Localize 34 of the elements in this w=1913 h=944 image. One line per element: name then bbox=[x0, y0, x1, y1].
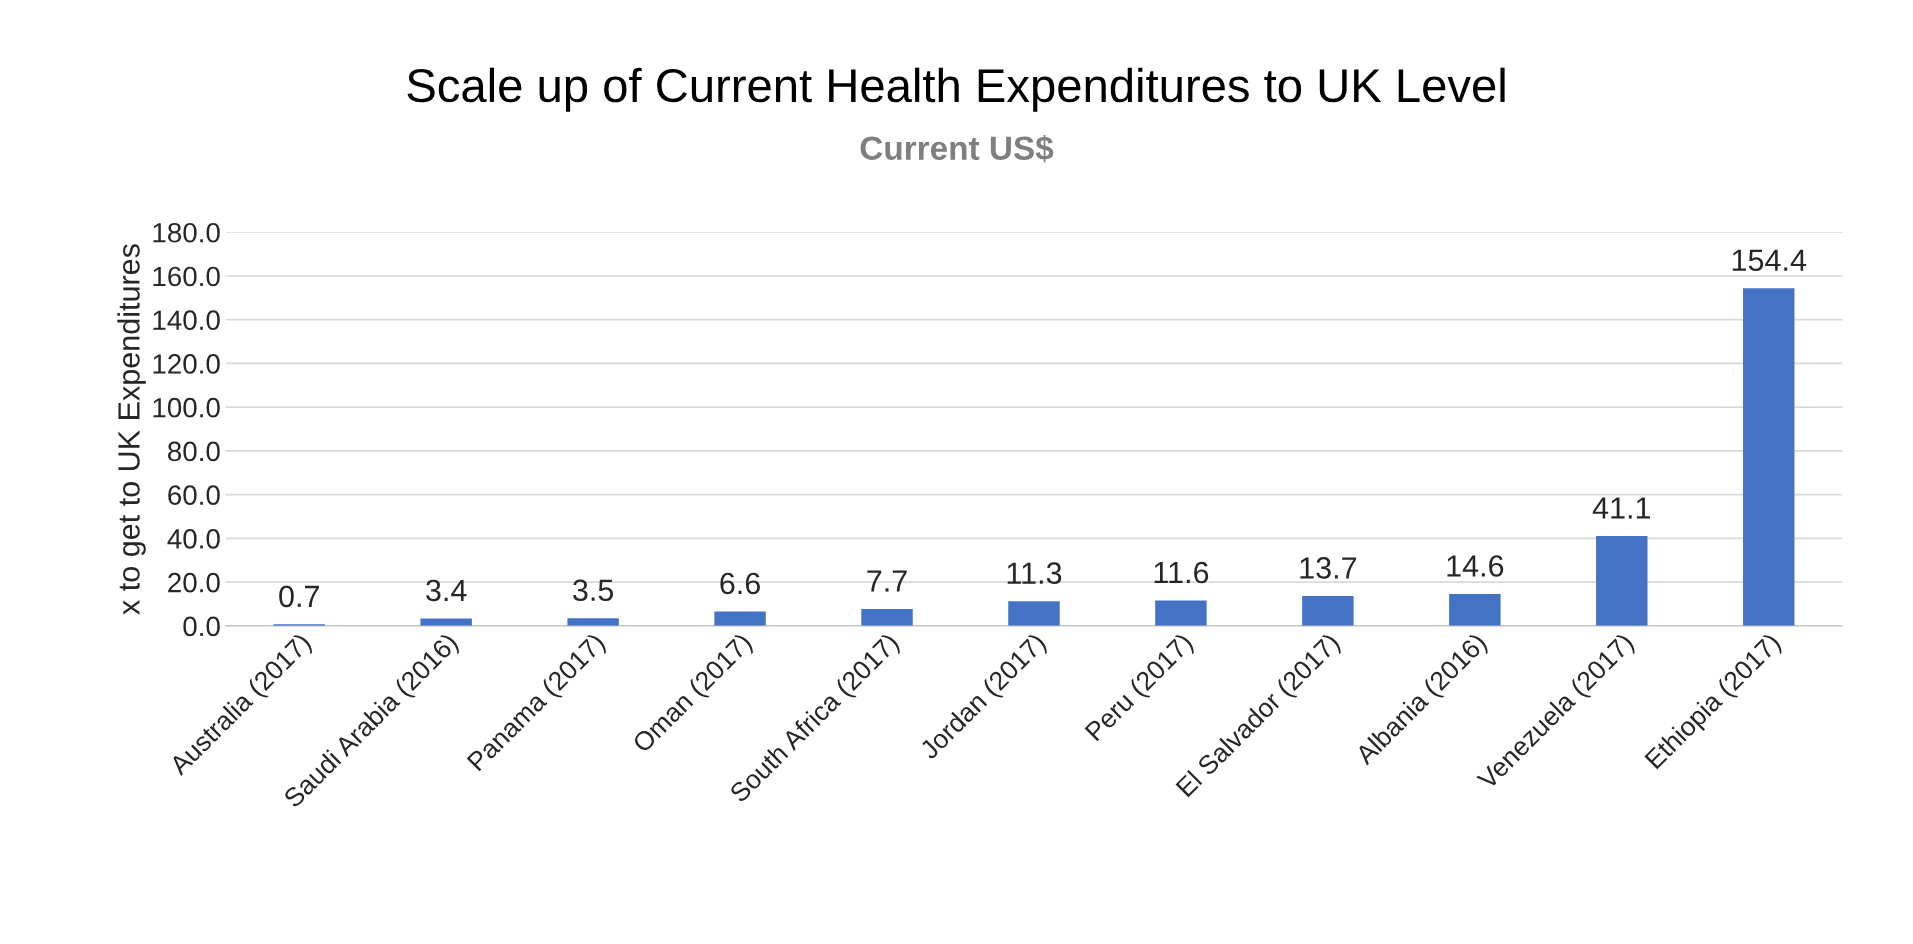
chart-title: Scale up of Current Health Expenditures to UK Level bbox=[407, 67, 1505, 112]
y-tick-label: 0.0 bbox=[183, 616, 220, 637]
bar bbox=[861, 609, 913, 626]
data-label: 3.4 bbox=[426, 579, 467, 602]
data-label: 154.4 bbox=[1732, 249, 1807, 272]
y-tick-label: 40.0 bbox=[167, 529, 220, 549]
data-label: 13.7 bbox=[1300, 557, 1357, 579]
bar bbox=[1155, 600, 1207, 626]
data-label: 11.6 bbox=[1154, 561, 1209, 584]
y-tick-label: 120.0 bbox=[153, 354, 220, 374]
bar bbox=[1449, 593, 1501, 626]
bar bbox=[1302, 595, 1354, 626]
bar bbox=[567, 618, 619, 626]
data-label: 11.3 bbox=[1007, 562, 1062, 585]
bar bbox=[1008, 601, 1060, 626]
chart-subtitle: Current US$ bbox=[860, 134, 1054, 163]
y-tick-label: 80.0 bbox=[168, 441, 220, 462]
y-tick-label: 60.0 bbox=[168, 485, 220, 505]
data-label: 14.6 bbox=[1447, 555, 1504, 577]
data-label: 0.7 bbox=[279, 585, 319, 608]
y-tick-label: 180.0 bbox=[153, 222, 220, 243]
data-label: 6.6 bbox=[720, 572, 760, 595]
data-label: 7.7 bbox=[867, 570, 907, 592]
bar bbox=[714, 611, 766, 626]
y-axis-title: x to get to UK Expenditures bbox=[117, 244, 146, 615]
bar bbox=[1596, 535, 1648, 626]
y-tick-label: 140.0 bbox=[153, 310, 220, 331]
bar bbox=[420, 618, 472, 626]
y-tick-label: 20.0 bbox=[168, 572, 220, 593]
bar bbox=[1743, 288, 1795, 626]
data-label: 41.1 bbox=[1592, 497, 1651, 519]
y-tick-label: 160.0 bbox=[153, 266, 220, 287]
y-tick-label: 100.0 bbox=[153, 397, 220, 418]
data-label: 3.5 bbox=[573, 579, 614, 602]
